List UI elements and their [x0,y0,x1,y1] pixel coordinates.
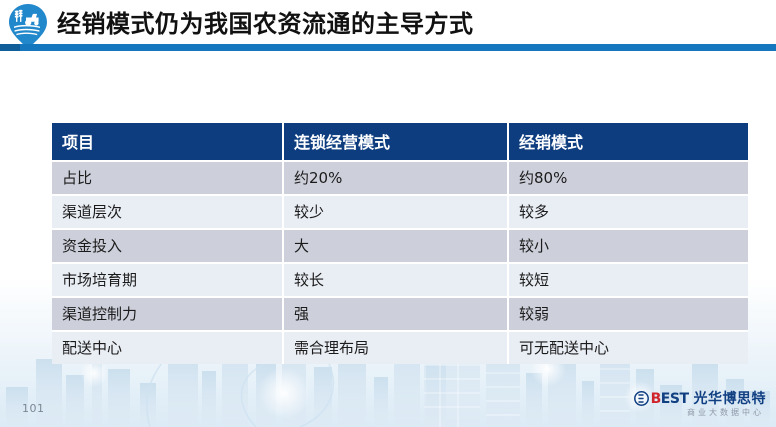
brand-name-en-rest: EST [660,390,689,407]
row-label: 配送中心 [52,331,284,364]
column-header-dealer-model: 经销模式 [508,123,748,162]
table-row: 渠道层次 较少 较多 [52,195,748,230]
comparison-table: 项目 连锁经营模式 经销模式 占比 约20% 约80% 渠道层次 较少 较多 资… [52,123,748,364]
cell-chain-model: 大 [283,229,509,264]
cell-chain-model: 较少 [283,195,509,230]
brand-name-en: BEST [651,392,689,406]
cell-dealer-model: 较多 [508,195,748,230]
column-header-chain-model: 连锁经营模式 [283,123,509,162]
cell-dealer-model: 较小 [508,229,748,264]
comparison-table-container: 项目 连锁经营模式 经销模式 占比 约20% 约80% 渠道层次 较少 较多 资… [52,123,748,364]
row-label: 资金投入 [52,229,284,264]
table-header-row: 项目 连锁经营模式 经销模式 [52,123,748,162]
page-title: 经销模式仍为我国农资流通的主导方式 [57,10,474,38]
cell-dealer-model: 约80% [508,161,748,196]
cell-chain-model: 需合理布局 [283,331,509,364]
brand-logo: BEST 光华博思特 商业大数据中心 [633,390,766,417]
table-row: 市场培育期 较长 较短 [52,263,748,298]
page-number: 101 [22,402,45,415]
row-label: 渠道层次 [52,195,284,230]
table-row: 配送中心 需合理布局 可无配送中心 [52,331,748,364]
cell-chain-model: 约20% [283,161,509,196]
table-row: 资金投入 大 较小 [52,229,748,264]
row-label: 渠道控制力 [52,297,284,332]
table-row: 占比 约20% 约80% [52,161,748,196]
cell-dealer-model: 较弱 [508,297,748,332]
brand-subtitle: 商业大数据中心 [687,408,764,417]
row-label: 占比 [52,161,284,196]
cell-dealer-model: 较短 [508,263,748,298]
farm-location-pin-icon [9,4,47,49]
table-row: 渠道控制力 强 较弱 [52,297,748,332]
row-label: 市场培育期 [52,263,284,298]
brand-name-en-accent: B [650,390,662,407]
cell-chain-model: 强 [283,297,509,332]
cell-dealer-model: 可无配送中心 [508,331,748,364]
brand-name-cn: 光华博思特 [693,390,766,407]
column-header-item: 项目 [52,123,284,162]
title-underline-bar [0,44,776,51]
title-underline-cap [0,44,20,51]
cell-chain-model: 较长 [283,263,509,298]
best-logo-icon [633,391,649,406]
slide-header: 经销模式仍为我国农资流通的主导方式 [0,0,776,52]
